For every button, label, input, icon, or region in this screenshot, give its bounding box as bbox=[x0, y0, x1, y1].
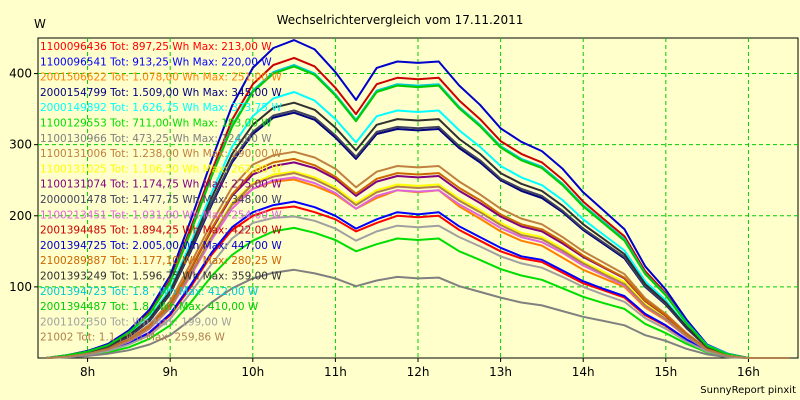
x-tick-label: 16h bbox=[737, 365, 760, 379]
legend-entry-2001394723: 2001394723 Tot: 1.8 , Wh Max: 412,00 W bbox=[40, 286, 259, 298]
x-tick-label: 11h bbox=[324, 365, 347, 379]
series-line-2100289886 bbox=[46, 172, 790, 359]
series-line-1100129553 bbox=[46, 226, 790, 359]
y-tick-label: 400 bbox=[9, 67, 32, 81]
legend-entry-2001393249: 2001393249 Tot: 1.596,75 Wh Max: 359,00 … bbox=[40, 271, 282, 283]
legend-entry-2000149892: 2000149892 Tot: 1.626,75 Wh Max: 373,75 … bbox=[40, 102, 282, 114]
y-tick-label: 300 bbox=[9, 138, 32, 152]
legend-entry-2001102350: 2001102350 Tot: Wh Max: 199,00 W bbox=[40, 316, 232, 328]
y-tick-label: 100 bbox=[9, 280, 32, 294]
series-line-2001394725 bbox=[46, 39, 790, 359]
report-credit: SunnyReport pinxit bbox=[700, 385, 796, 396]
series-line-1100131006 bbox=[46, 150, 790, 359]
legend-entry-1100096541: 1100096541 Tot: 913,25 Wh Max: 220,00 W bbox=[40, 56, 272, 68]
x-tick-label: 10h bbox=[241, 365, 264, 379]
legend-entry-2100289886: 21002 Tot: 1.1 , Wh Max: 259,86 W bbox=[40, 332, 226, 344]
series-line-2001394487 bbox=[46, 65, 790, 359]
legend-entry-1100131074: 1100131074 Tot: 1.174,75 Wh Max: 275,00 … bbox=[40, 179, 282, 191]
legend-entry-2001394485: 2001394485 Tot: 1.894,25 Wh Max: 422,00 … bbox=[40, 225, 282, 237]
x-tick-label: 14h bbox=[572, 365, 595, 379]
x-tick-label: 12h bbox=[407, 365, 430, 379]
legend-entry-2001394725: 2001394725 Tot: 2.005,00 Wh Max: 447,00 … bbox=[40, 240, 282, 252]
legend-entry-2001506622: 2001506622 Tot: 1.078,00 Wh Max: 251,00 … bbox=[40, 72, 282, 84]
plot-area: 8h 9h 10h 11h 12h 13h 14h 15h 16h 100 200 300 400 110… bbox=[9, 37, 799, 379]
legend-entry-1100129553: 1100129553 Tot: 711,00 Wh Max: 183,00 W bbox=[40, 118, 272, 130]
legend-entry-2001394487: 2001394487 Tot: 1.8 , Wh Max: 410,00 W bbox=[40, 301, 259, 313]
legend-entry-1100130966: 1100130966 Tot: 473,25 Wh Max: 124,00 W bbox=[40, 133, 272, 145]
x-tick-label: 8h bbox=[80, 365, 95, 379]
series-line-2001102350 bbox=[46, 215, 790, 359]
legend-entry-2000154799: 2000154799 Tot: 1.509,00 Wh Max: 345,00 … bbox=[40, 87, 282, 99]
series-line-1100096541 bbox=[46, 200, 790, 359]
legend-entry-1100131025: 1100131025 Tot: 1.106,50 Wh Max: 262,00 … bbox=[40, 163, 282, 175]
series-line-1100130966 bbox=[46, 268, 790, 359]
legend-entry-1100213451: 1100213451 Tot: 1.031,00 Wh Max: 254,00 … bbox=[40, 209, 282, 221]
legend-entry-2100289887: 2100289887 Tot: 1.177,10 Wh Max: 280,25 … bbox=[40, 255, 282, 267]
x-tick-label: 15h bbox=[654, 365, 677, 379]
series-line-2001393249 bbox=[46, 101, 790, 359]
legend-entry-2000001478: 2000001478 Tot: 1.477,75 Wh Max: 348,00 … bbox=[40, 194, 282, 206]
y-tick-label: 200 bbox=[9, 209, 32, 223]
series-line-2100289887 bbox=[46, 157, 790, 359]
legend-entry-1100096436: 1100096436 Tot: 897,25 Wh Max: 213,00 W bbox=[40, 41, 272, 53]
legend-entry-1100131006: 1100131006 Tot: 1.238,00 Wh Max: 290,00 … bbox=[40, 148, 282, 160]
x-tick-label: 9h bbox=[163, 365, 178, 379]
chart-title: Wechselrichtervergleich vom 17.11.2011 bbox=[277, 13, 524, 27]
y-axis-unit-label: W bbox=[34, 17, 46, 31]
x-tick-label: 13h bbox=[489, 365, 512, 379]
